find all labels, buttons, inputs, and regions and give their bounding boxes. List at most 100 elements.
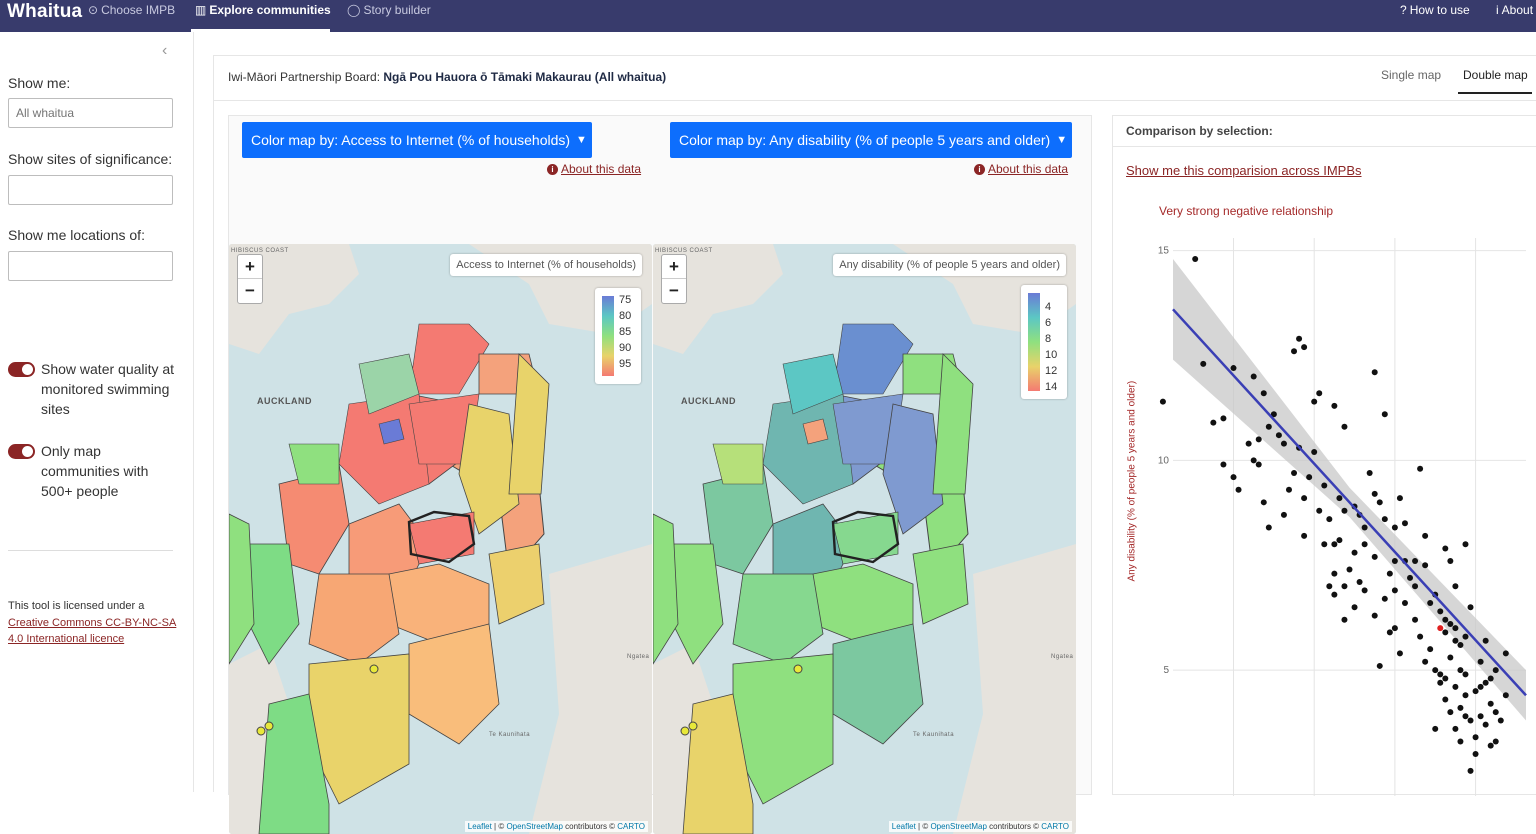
map-attribution: Leaflet | © OpenStreetMap contributors ©… (888, 821, 1072, 832)
scatter-point (1255, 436, 1262, 443)
scatter-point (1447, 558, 1454, 565)
scatter-point (1220, 461, 1227, 468)
nav-story-builder[interactable]: ◯ Story builder (347, 2, 431, 18)
confidence-band (1173, 258, 1526, 721)
legend-tick: 6 (1045, 317, 1052, 329)
info-icon: i (547, 163, 558, 175)
scatter-point (1437, 608, 1444, 615)
nav-explore-communities[interactable]: ▥ Explore communities (195, 2, 331, 18)
highlighted-point (1437, 625, 1444, 632)
scatter-point (1200, 360, 1207, 367)
scatter-point (1437, 679, 1444, 686)
scatter-point (1230, 365, 1237, 372)
collapse-chevron-icon[interactable]: ‹ (162, 42, 168, 59)
leaflet-link[interactable]: Leaflet (891, 822, 916, 831)
map-legend: 4 6 8 10 12 14 (1021, 285, 1067, 399)
scatter-point (1417, 633, 1424, 640)
carto-link[interactable]: CARTO (617, 822, 645, 831)
chevron-down-icon: ▼ (1056, 134, 1068, 146)
maps-card: Color map by: Access to Internet (% of h… (228, 115, 1092, 834)
scatter-point (1442, 696, 1449, 703)
nav-choose-impb[interactable]: ⊙ Choose IMPB (88, 2, 175, 18)
map-left-canvas[interactable] (229, 244, 652, 834)
water-quality-toggle[interactable] (8, 362, 35, 377)
zoom-in-button[interactable]: + (238, 255, 262, 279)
locations-input[interactable] (8, 251, 173, 281)
license-link[interactable]: Creative Commons CC-BY-NC-SA 4.0 Interna… (8, 616, 177, 646)
show-me-select[interactable]: All whaitua (8, 98, 173, 128)
scatter-point (1235, 486, 1242, 493)
scatter-point (1376, 662, 1383, 669)
scatter-point (1296, 335, 1303, 342)
scatter-point (1472, 734, 1479, 741)
scatter-point (1457, 738, 1464, 745)
brand-logo[interactable]: Whaitua (7, 1, 83, 22)
scatter-point (1275, 432, 1282, 439)
speech-bubble-icon: ◯ (347, 3, 361, 17)
map-right-canvas[interactable] (653, 244, 1076, 834)
color-map-dropdown-left[interactable]: Color map by: Access to Internet (% of h… (242, 122, 592, 158)
sites-label: Show sites of significance: (8, 151, 173, 167)
map-right[interactable]: HIBISCUS COAST AUCKLAND Te Kaunihata Nga… (653, 244, 1076, 834)
scatter-point (1381, 516, 1388, 523)
about-data-link-left[interactable]: i About this data (547, 162, 641, 176)
show-me-label: Show me: (8, 75, 71, 91)
nav-how-to-use[interactable]: ? How to use (1400, 2, 1470, 18)
scatter-point (1487, 675, 1494, 682)
scatter-point (1270, 411, 1277, 418)
zoom-in-button[interactable]: + (662, 255, 686, 279)
nav-about[interactable]: i About (1496, 2, 1533, 18)
osm-link[interactable]: OpenStreetMap (506, 822, 563, 831)
scatter-point (1381, 411, 1388, 418)
color-map-dropdown-right[interactable]: Color map by: Any disability (% of peopl… (670, 122, 1072, 158)
legend-gradient-bar (602, 296, 614, 376)
scatter-point (1371, 369, 1378, 376)
scatter-point (1452, 625, 1459, 632)
toggle-knob (22, 364, 33, 375)
tab-single-map[interactable]: Single map (1381, 68, 1442, 82)
scatter-point (1422, 658, 1429, 665)
scatter-point (1326, 516, 1333, 523)
about-data-label: About this data (988, 162, 1069, 176)
map-icon: ▥ (195, 3, 207, 17)
scatter-point (1396, 495, 1403, 502)
compare-impbs-link[interactable]: Show me this comparision across IMPBs (1126, 163, 1362, 178)
scatter-point (1467, 604, 1474, 611)
scatter-point (1291, 469, 1298, 476)
scatter-point (1351, 604, 1358, 611)
comparison-card: Comparison by selection: Show me this co… (1112, 115, 1536, 796)
info-circle-icon: i (1496, 3, 1499, 17)
y-tick-label: 10 (1158, 455, 1170, 466)
scatter-plot[interactable]: 5 10 15 (1113, 116, 1536, 796)
legend-tick: 12 (1045, 365, 1058, 377)
scatter-point (1371, 612, 1378, 619)
scatter-point (1386, 629, 1393, 636)
leaflet-link[interactable]: Leaflet (467, 822, 492, 831)
scatter-point (1462, 633, 1469, 640)
map-left[interactable]: HIBISCUS COAST AUCKLAND Te Kaunihata Nga… (229, 244, 652, 834)
scatter-point (1321, 541, 1328, 548)
scatter-point (1477, 658, 1484, 665)
scatter-point (1396, 650, 1403, 657)
zoom-out-button[interactable]: − (245, 281, 255, 300)
impb-heading: Iwi-Māori Partnership Board: Ngā Pou Hau… (228, 70, 666, 84)
tab-double-map[interactable]: Double map (1463, 68, 1528, 82)
sites-input[interactable] (8, 175, 173, 205)
about-data-link-right[interactable]: i About this data (974, 162, 1068, 176)
scatter-point (1336, 495, 1343, 502)
scatter-point (1361, 524, 1368, 531)
map-attribution: Leaflet | © OpenStreetMap contributors ©… (464, 821, 648, 832)
scatter-point (1482, 679, 1489, 686)
min-population-toggle[interactable] (8, 444, 35, 459)
legend-tick: 85 (619, 326, 632, 338)
zoom-control: + − (237, 254, 263, 304)
zoom-out-button[interactable]: − (669, 281, 679, 300)
scatter-point (1417, 465, 1424, 472)
scatter-point (1412, 616, 1419, 623)
scatter-point (1265, 423, 1272, 430)
map-place-label: Te Kaunihata (489, 732, 531, 738)
osm-link[interactable]: OpenStreetMap (930, 822, 987, 831)
carto-link[interactable]: CARTO (1041, 822, 1069, 831)
scatter-point (1316, 507, 1323, 514)
map-place-label: Te Kaunihata (913, 732, 955, 738)
